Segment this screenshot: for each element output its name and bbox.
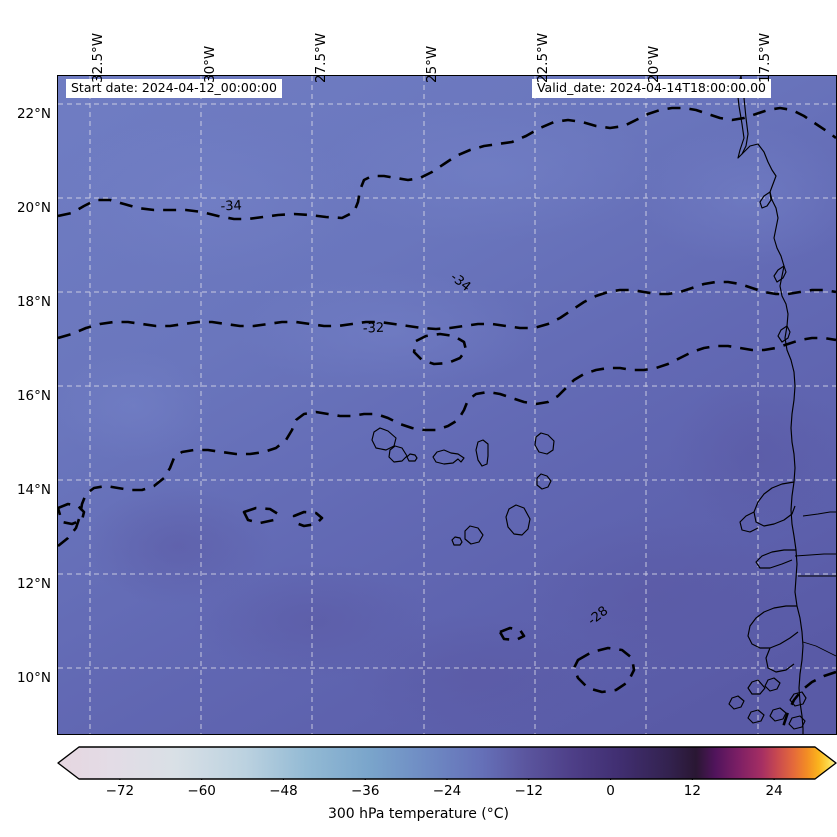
lat-tick-label: 18°N [16,293,51,310]
colorbar-tick-label: −36 [350,783,380,799]
gridlines [58,76,836,734]
contour-minus30-cell-a [58,502,86,526]
lat-tick-label: 22°N [16,105,51,122]
temperature-contours [58,106,836,734]
colorbar-tick-labels: −72 −60 −48 −36 −24 −12 0 12 24 [57,783,837,801]
map-canvas: -34 -34 -32 -28 [58,76,836,734]
contour-minus30-cell-b [242,506,280,525]
colorbar-tick-label: −72 [105,783,135,799]
contour-label: -32 [363,321,385,337]
contour-minus28-east [780,670,836,734]
contour-label: -34 [220,198,242,214]
lat-tick-label: 12°N [16,575,51,592]
start-date-annotation: Start date: 2024-04-12_00:00:00 [66,79,282,99]
colorbar-tick-label: −60 [187,783,216,799]
colorbar-swatch [57,746,837,780]
valid-date-annotation: Valid_date: 2024-04-14T18:00:00.00 [531,79,771,99]
colorbar-tick-label: 12 [683,783,701,799]
lat-tick-label: 14°N [16,481,51,498]
contour-minus34-main [58,106,836,221]
colorbar-title: 300 hPa temperature (°C) [327,806,510,822]
colorbar-tick-label: 24 [765,783,783,799]
map-panel[interactable]: -34 -34 -32 -28 [57,75,837,735]
coastlines [371,76,836,734]
contour-minus28-cell [572,646,636,694]
colorbar-tick-label: 0 [606,783,615,799]
colorbar-tick-label: −24 [432,783,462,799]
contour-minus32-main [58,280,836,340]
lat-tick-label: 20°N [16,199,51,216]
colorbar-ticks [119,779,775,780]
colorbar-tick-label: −12 [514,783,544,799]
lat-tick-label: 10°N [16,669,51,686]
contour-minus34-cell [412,332,468,366]
contour-minus28-cell-small [498,626,526,642]
field-texture [58,101,836,734]
colorbar[interactable] [57,746,837,780]
colorbar-canvas [57,746,837,780]
colorbar-tick-label: −48 [269,783,298,799]
contour-minus30-cell-c [292,510,324,528]
lat-tick-label: 16°N [16,387,51,404]
contour-minus30-main [58,336,836,548]
